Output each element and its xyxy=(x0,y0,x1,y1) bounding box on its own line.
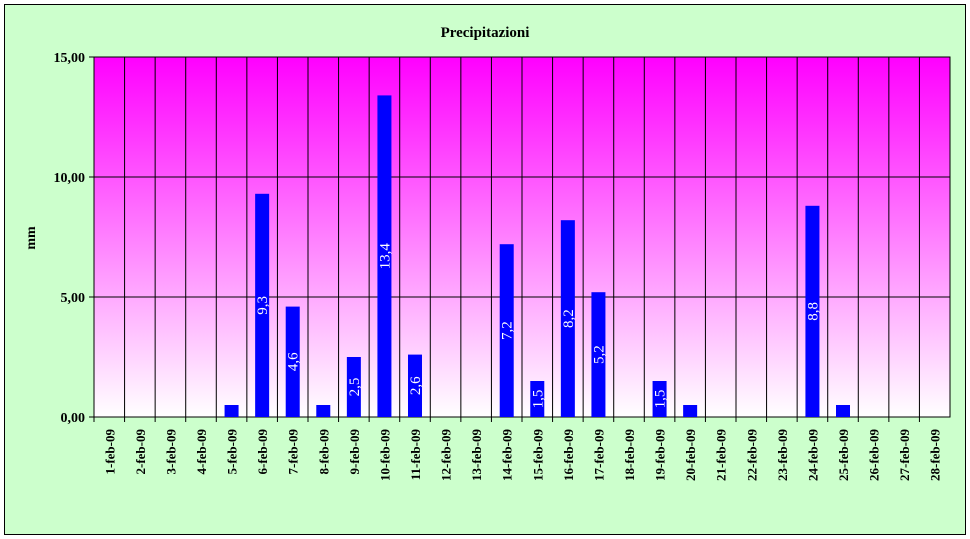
bar xyxy=(224,405,239,417)
y-tick-label: 15,00 xyxy=(54,51,86,66)
bar-value-label: 9,3 xyxy=(255,296,271,315)
bar-value-label: 13,4 xyxy=(377,243,393,270)
x-tick-label: 15-feb-09 xyxy=(530,429,545,481)
x-tick-label: 14-feb-09 xyxy=(500,429,515,481)
bar xyxy=(255,193,270,417)
x-axis-ticks: 1-feb-09 2-feb-09 3-feb-09 4-feb-09 5-feb-09… xyxy=(93,417,943,481)
bar-value-label: 8,8 xyxy=(805,302,821,321)
x-tick-label: 25-feb-09 xyxy=(836,429,851,481)
x-tick-label: 12-feb-09 xyxy=(439,429,454,481)
x-tick-label: 20-feb-09 xyxy=(683,429,698,481)
bar-value-label: 8,2 xyxy=(561,309,577,328)
bar xyxy=(499,244,514,417)
bar xyxy=(591,292,606,417)
x-tick-label: 13-feb-09 xyxy=(469,429,484,481)
x-tick-label: 16-feb-09 xyxy=(561,429,576,481)
x-tick-label: 17-feb-09 xyxy=(591,429,606,481)
bar xyxy=(805,205,820,417)
bar xyxy=(530,381,545,417)
bar xyxy=(316,405,331,417)
bar xyxy=(346,357,361,417)
x-tick-label: 4-feb-09 xyxy=(194,429,209,475)
y-tick-label: 0,00 xyxy=(61,411,86,426)
x-tick-label: 21-feb-09 xyxy=(714,429,729,481)
x-tick-label: 5-feb-09 xyxy=(225,429,240,475)
x-tick-label: 3-feb-09 xyxy=(163,429,178,475)
bar xyxy=(683,405,698,417)
x-tick-label: 28-feb-09 xyxy=(928,429,943,481)
bar xyxy=(836,405,850,417)
bar-value-label: 2,5 xyxy=(347,378,363,397)
x-tick-label: 19-feb-09 xyxy=(653,429,668,481)
x-tick-label: 11-feb-09 xyxy=(408,429,423,481)
bar-value-label: 5,2 xyxy=(591,345,607,364)
bar xyxy=(652,381,667,417)
chart-title: Precipitazioni xyxy=(441,25,530,41)
x-tick-label: 1-feb-09 xyxy=(102,429,117,475)
bars xyxy=(224,95,850,418)
x-tick-label: 22-feb-09 xyxy=(744,429,759,481)
x-tick-label: 6-feb-09 xyxy=(255,429,270,475)
data-labels: 9,3 4,6 2,5 13,4 2,6 7,2 1,5 8,2 5,2 1,5 8,8 xyxy=(255,243,821,409)
x-tick-label: 23-feb-09 xyxy=(775,429,790,481)
x-tick-label: 27-feb-09 xyxy=(897,429,912,481)
x-tick-label: 9-feb-09 xyxy=(347,429,362,475)
y-tick-label: 5,00 xyxy=(61,291,86,306)
x-tick-label: 18-feb-09 xyxy=(622,429,637,481)
bar xyxy=(560,220,575,417)
bar xyxy=(377,95,392,418)
x-tick-label: 24-feb-09 xyxy=(805,429,820,481)
bar xyxy=(285,306,300,417)
bar-value-label: 1,5 xyxy=(530,390,546,409)
x-tick-label: 2-feb-09 xyxy=(133,429,148,475)
x-tick-label: 10-feb-09 xyxy=(377,429,392,481)
gridlines xyxy=(89,56,950,418)
bar-value-label: 1,5 xyxy=(653,390,669,409)
bar-value-label: 7,2 xyxy=(500,321,516,340)
x-tick-label: 26-feb-09 xyxy=(867,429,882,481)
chart-frame: Precipitazioni mm 9,3 4,6 2,5 13,4 2,6 7,2 1,5… xyxy=(4,4,966,535)
y-axis-ticks: 0,00 5,00 10,00 15,00 xyxy=(54,51,86,426)
bar-value-label: 2,6 xyxy=(408,376,424,395)
x-tick-label: 8-feb-09 xyxy=(316,429,331,475)
precipitation-chart: Precipitazioni mm 9,3 4,6 2,5 13,4 2,6 7,2 1,5… xyxy=(24,25,951,481)
x-tick-label: 7-feb-09 xyxy=(286,429,301,475)
y-tick-label: 10,00 xyxy=(54,171,86,186)
bar xyxy=(408,354,422,417)
y-axis-label: mm xyxy=(24,226,39,250)
bar-value-label: 4,6 xyxy=(286,352,302,371)
